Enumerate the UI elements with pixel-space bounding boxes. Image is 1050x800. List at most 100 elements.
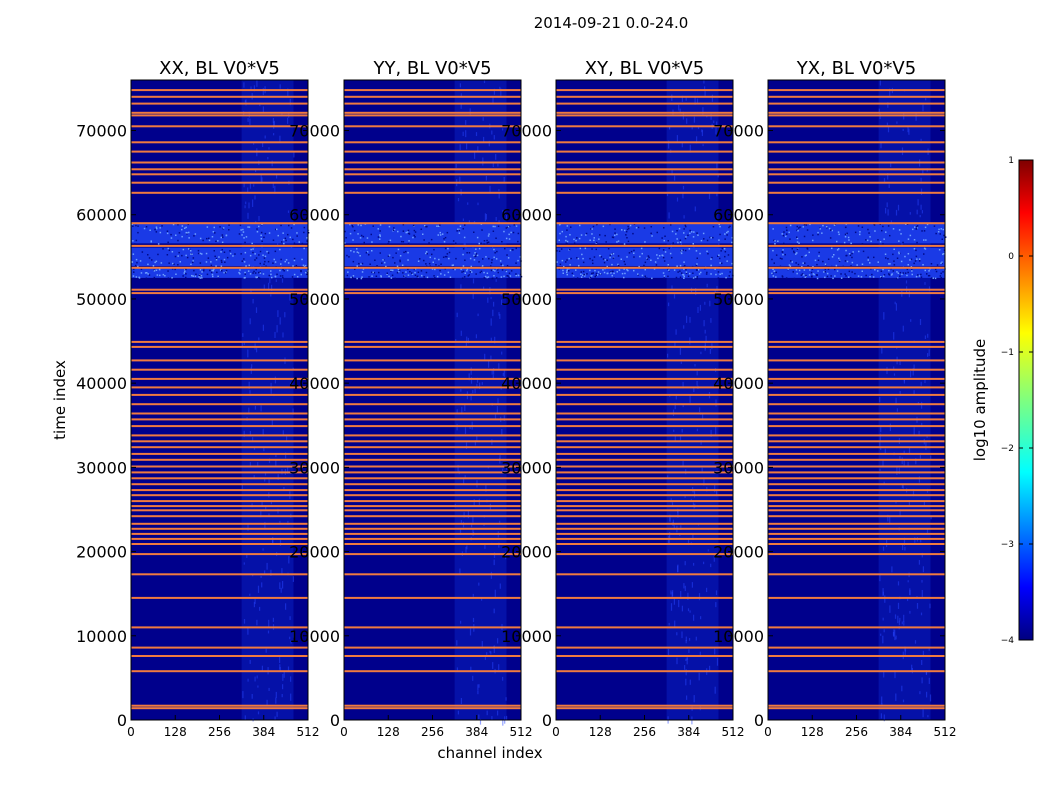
noise-speck bbox=[356, 265, 358, 267]
x-tick-label: 384 bbox=[889, 725, 912, 739]
noise-speck bbox=[414, 268, 417, 270]
noise-speck bbox=[596, 223, 598, 226]
rfi-speck bbox=[262, 143, 264, 148]
noise-speck bbox=[139, 260, 142, 262]
flagged-row bbox=[768, 359, 945, 362]
rfi-speck bbox=[718, 240, 720, 248]
noise-speck bbox=[805, 274, 807, 277]
noise-speck bbox=[209, 269, 211, 272]
noise-speck bbox=[803, 235, 806, 238]
noise-speck bbox=[844, 260, 847, 262]
rfi-speck bbox=[279, 664, 281, 670]
flagged-row bbox=[768, 509, 945, 512]
flagged-row bbox=[768, 412, 945, 415]
noise-speck bbox=[898, 240, 900, 242]
noise-speck bbox=[428, 262, 431, 265]
rfi-speck bbox=[493, 559, 495, 566]
noise-speck bbox=[836, 249, 839, 251]
noise-speck bbox=[403, 275, 405, 277]
noise-speck bbox=[366, 237, 369, 239]
flagged-row bbox=[768, 707, 945, 710]
noise-speck bbox=[224, 261, 226, 263]
noise-speck bbox=[679, 264, 682, 267]
noise-speck bbox=[822, 260, 824, 263]
noise-speck bbox=[344, 230, 346, 233]
rfi-speck bbox=[715, 590, 718, 596]
rfi-speck bbox=[499, 86, 501, 89]
rfi-speck bbox=[249, 390, 251, 394]
noise-speck bbox=[715, 273, 717, 276]
noise-speck bbox=[710, 273, 712, 275]
noise-speck bbox=[371, 250, 373, 252]
flagged-row bbox=[344, 483, 521, 486]
rfi-speck bbox=[495, 279, 497, 282]
noise-speck bbox=[281, 241, 283, 243]
rfi-speck bbox=[685, 97, 687, 101]
noise-speck bbox=[772, 275, 775, 277]
rfi-speck bbox=[503, 177, 505, 183]
noise-speck bbox=[721, 272, 723, 275]
noise-speck bbox=[663, 275, 666, 277]
rfi-speck bbox=[292, 408, 294, 415]
noise-speck bbox=[471, 271, 473, 273]
noise-speck bbox=[144, 272, 147, 274]
y-tick-label: 10000 bbox=[289, 627, 340, 646]
noise-speck bbox=[788, 264, 791, 266]
rfi-speck bbox=[887, 102, 889, 108]
rfi-speck bbox=[879, 468, 881, 471]
flagged-row bbox=[556, 522, 733, 525]
noise-speck bbox=[244, 241, 246, 244]
rfi-speck bbox=[493, 645, 495, 653]
rfi-speck bbox=[489, 287, 491, 295]
figure-title: 2014-09-21 0.0-24.0 bbox=[534, 14, 689, 32]
noise-speck bbox=[426, 225, 428, 228]
noise-speck bbox=[447, 247, 449, 250]
noise-speck bbox=[892, 270, 895, 272]
noise-speck bbox=[184, 270, 186, 273]
noise-speck bbox=[880, 276, 882, 278]
noise-speck bbox=[605, 241, 607, 243]
flagged-row bbox=[344, 168, 521, 171]
rfi-speck bbox=[253, 264, 255, 270]
rfi-speck bbox=[894, 629, 896, 637]
noise-speck bbox=[696, 263, 698, 265]
noise-speck bbox=[714, 268, 716, 270]
noise-speck bbox=[414, 274, 417, 276]
noise-speck bbox=[519, 256, 521, 258]
noise-speck bbox=[508, 238, 511, 240]
noise-speck bbox=[874, 269, 876, 271]
noise-speck bbox=[181, 228, 183, 231]
rfi-speck bbox=[668, 622, 670, 626]
noise-speck bbox=[360, 234, 363, 237]
rfi-speck bbox=[710, 113, 712, 120]
rfi-speck bbox=[472, 515, 474, 523]
noise-speck bbox=[291, 276, 294, 278]
noise-speck bbox=[726, 260, 728, 262]
noise-speck bbox=[893, 260, 895, 262]
noise-speck bbox=[667, 240, 669, 242]
rfi-speck bbox=[673, 294, 676, 299]
rfi-speck bbox=[689, 337, 691, 345]
noise-speck bbox=[145, 277, 148, 279]
noise-speck bbox=[637, 226, 640, 229]
panel-0: XX, BL V0*V50100002000030000400005000060… bbox=[76, 58, 319, 739]
rfi-speck bbox=[899, 391, 901, 395]
rfi-speck bbox=[710, 318, 712, 323]
noise-speck bbox=[251, 242, 253, 245]
flagged-row bbox=[768, 452, 945, 455]
rfi-speck bbox=[251, 694, 253, 699]
noise-speck bbox=[497, 225, 500, 227]
noise-speck bbox=[844, 233, 847, 235]
rfi-speck bbox=[883, 714, 885, 722]
noise-speck bbox=[256, 231, 259, 233]
noise-speck bbox=[609, 223, 611, 226]
rfi-speck bbox=[927, 715, 929, 718]
noise-speck bbox=[928, 274, 931, 277]
noise-speck bbox=[617, 264, 620, 267]
noise-speck bbox=[793, 250, 795, 253]
noise-speck bbox=[718, 239, 720, 241]
noise-speck bbox=[809, 223, 811, 226]
noise-speck bbox=[896, 277, 899, 279]
x-tick-label: 384 bbox=[465, 725, 488, 739]
noise-speck bbox=[685, 271, 688, 273]
